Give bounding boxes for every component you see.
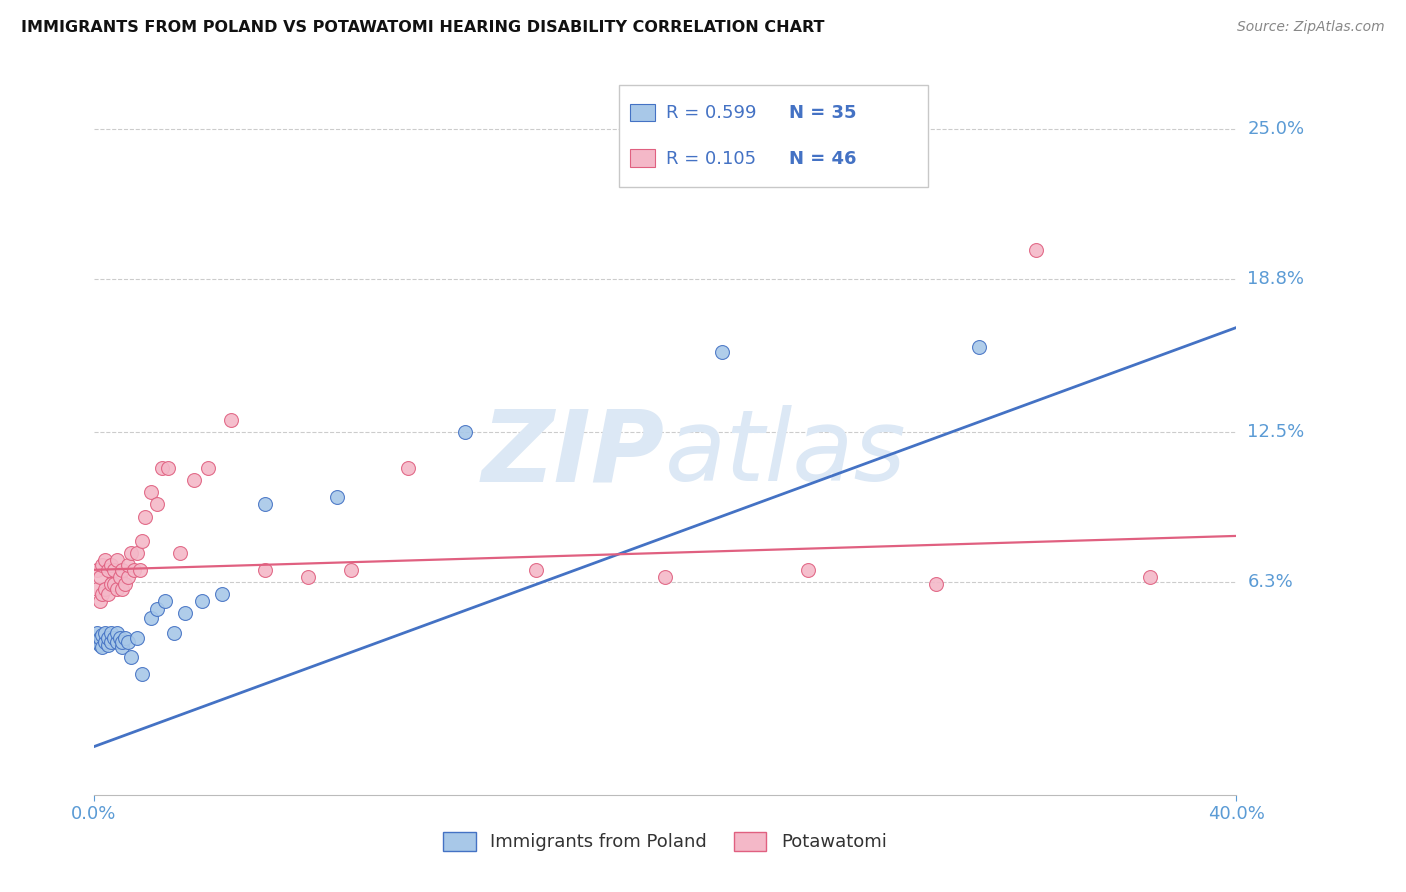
Point bbox=[169, 546, 191, 560]
Point bbox=[86, 563, 108, 577]
Point bbox=[120, 650, 142, 665]
Point bbox=[103, 577, 125, 591]
Point bbox=[157, 461, 180, 475]
Point bbox=[97, 587, 120, 601]
Point bbox=[128, 563, 150, 577]
Point bbox=[91, 628, 114, 642]
Text: 25.0%: 25.0% bbox=[1247, 120, 1305, 138]
Point bbox=[183, 473, 205, 487]
Point bbox=[91, 558, 114, 572]
Text: R = 0.105: R = 0.105 bbox=[666, 150, 756, 168]
Point bbox=[94, 553, 117, 567]
Text: atlas: atlas bbox=[665, 405, 907, 502]
Point bbox=[108, 570, 131, 584]
Point bbox=[131, 533, 153, 548]
Text: R = 0.599: R = 0.599 bbox=[666, 104, 756, 122]
Point bbox=[111, 582, 134, 597]
Point bbox=[654, 570, 676, 584]
Point bbox=[1025, 243, 1047, 257]
Point bbox=[105, 625, 128, 640]
Point bbox=[94, 582, 117, 597]
Point bbox=[131, 667, 153, 681]
Point bbox=[254, 498, 277, 512]
Point bbox=[91, 640, 114, 655]
Point bbox=[139, 485, 162, 500]
Point bbox=[103, 563, 125, 577]
Legend: Immigrants from Poland, Potawatomi: Immigrants from Poland, Potawatomi bbox=[436, 825, 894, 859]
Point bbox=[111, 635, 134, 649]
Point bbox=[526, 563, 548, 577]
Point bbox=[197, 461, 219, 475]
Point bbox=[1139, 570, 1161, 584]
Point bbox=[111, 563, 134, 577]
Point bbox=[105, 553, 128, 567]
Point bbox=[86, 635, 108, 649]
Point bbox=[967, 340, 990, 354]
Point bbox=[145, 601, 167, 615]
Point bbox=[711, 344, 734, 359]
Point bbox=[114, 577, 136, 591]
Text: ZIP: ZIP bbox=[482, 405, 665, 502]
Point bbox=[89, 570, 111, 584]
Point bbox=[125, 631, 148, 645]
Point bbox=[120, 546, 142, 560]
Point bbox=[86, 625, 108, 640]
Point bbox=[97, 563, 120, 577]
Point bbox=[117, 558, 139, 572]
Point bbox=[152, 461, 174, 475]
Point bbox=[191, 594, 214, 608]
Point bbox=[297, 570, 319, 584]
Point bbox=[219, 412, 242, 426]
Text: 18.8%: 18.8% bbox=[1247, 270, 1305, 288]
Text: 12.5%: 12.5% bbox=[1247, 423, 1305, 441]
Point bbox=[163, 625, 186, 640]
Point bbox=[91, 587, 114, 601]
Point bbox=[340, 563, 363, 577]
Point bbox=[97, 638, 120, 652]
Point bbox=[100, 625, 122, 640]
Text: IMMIGRANTS FROM POLAND VS POTAWATOMI HEARING DISABILITY CORRELATION CHART: IMMIGRANTS FROM POLAND VS POTAWATOMI HEA… bbox=[21, 20, 824, 35]
Point bbox=[145, 498, 167, 512]
Text: N = 46: N = 46 bbox=[789, 150, 856, 168]
Point bbox=[89, 638, 111, 652]
Point bbox=[89, 631, 111, 645]
Point bbox=[86, 582, 108, 597]
Text: 6.3%: 6.3% bbox=[1247, 573, 1294, 591]
Point bbox=[111, 640, 134, 655]
Point bbox=[114, 631, 136, 645]
Point bbox=[105, 635, 128, 649]
Point bbox=[105, 582, 128, 597]
Point bbox=[94, 625, 117, 640]
Point bbox=[796, 563, 818, 577]
Point bbox=[117, 570, 139, 584]
Point bbox=[125, 546, 148, 560]
Text: N = 35: N = 35 bbox=[789, 104, 856, 122]
Point bbox=[134, 509, 156, 524]
Text: Source: ZipAtlas.com: Source: ZipAtlas.com bbox=[1237, 20, 1385, 34]
Point bbox=[117, 635, 139, 649]
Point bbox=[94, 635, 117, 649]
Point bbox=[100, 577, 122, 591]
Point bbox=[89, 594, 111, 608]
Point bbox=[155, 594, 177, 608]
Point bbox=[325, 490, 347, 504]
Point bbox=[97, 631, 120, 645]
Point bbox=[100, 635, 122, 649]
Point bbox=[254, 563, 277, 577]
Point bbox=[454, 425, 477, 439]
Point bbox=[925, 577, 948, 591]
Point bbox=[100, 558, 122, 572]
Point bbox=[174, 607, 197, 621]
Point bbox=[108, 631, 131, 645]
Point bbox=[122, 563, 145, 577]
Point bbox=[396, 461, 419, 475]
Point bbox=[139, 611, 162, 625]
Point bbox=[103, 631, 125, 645]
Point bbox=[211, 587, 233, 601]
